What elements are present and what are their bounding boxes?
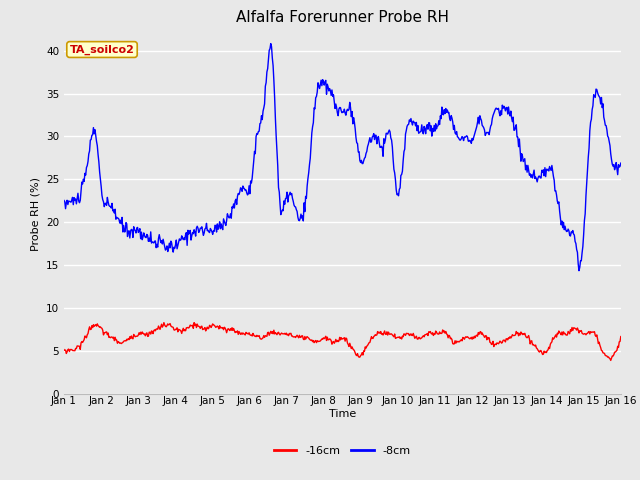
Text: TA_soilco2: TA_soilco2 xyxy=(70,44,134,55)
Legend: -16cm, -8cm: -16cm, -8cm xyxy=(269,441,415,460)
Y-axis label: Probe RH (%): Probe RH (%) xyxy=(30,177,40,251)
X-axis label: Time: Time xyxy=(329,409,356,419)
Title: Alfalfa Forerunner Probe RH: Alfalfa Forerunner Probe RH xyxy=(236,11,449,25)
